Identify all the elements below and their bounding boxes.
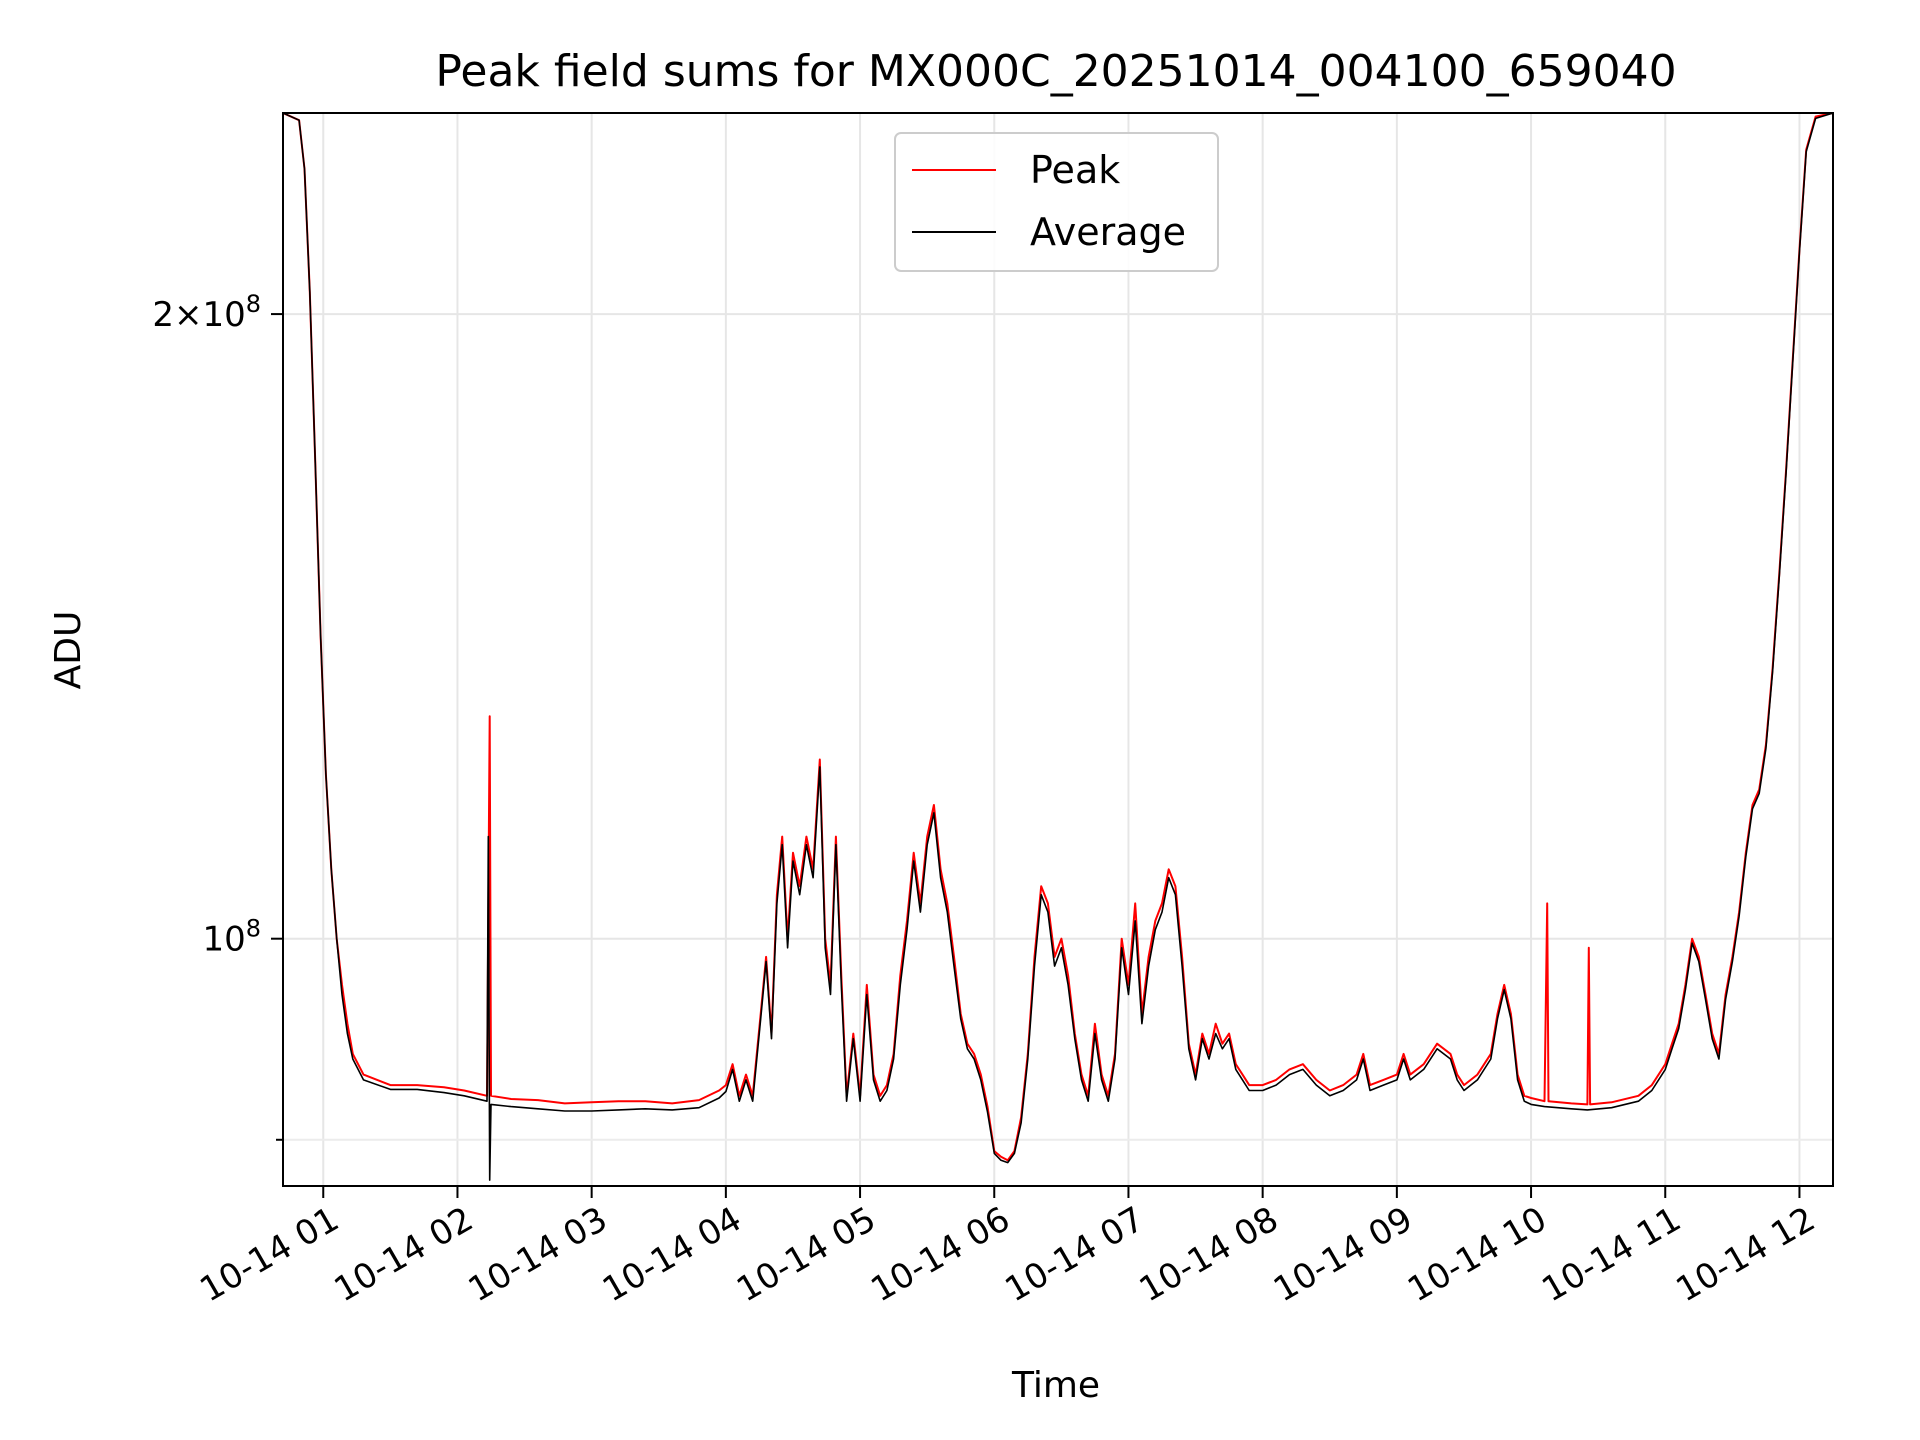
plot-frame — [282, 112, 1834, 1187]
y-axis-label: ADU — [48, 611, 89, 690]
y-tick-base: 10 — [202, 920, 245, 960]
chart-title: Peak field sums for MX000C_20251014_0041… — [435, 46, 1676, 97]
legend: Peak Average — [894, 132, 1219, 272]
series-line-average — [283, 113, 1833, 1181]
y-tick-exponent: 8 — [246, 290, 261, 318]
grid — [283, 113, 1833, 1186]
y-tick-label: 2×108 — [152, 290, 261, 335]
y-tick-base: 10 — [202, 295, 245, 335]
y-tick-coef: 2× — [152, 295, 202, 335]
x-axis-label: Time — [1011, 1365, 1100, 1406]
y-tick-exponent: 8 — [246, 915, 261, 943]
legend-peak-label: Peak — [1030, 148, 1120, 192]
legend-box — [894, 132, 1219, 272]
y-tick-label: 108 — [202, 915, 261, 960]
legend-average-label: Average — [1030, 210, 1186, 254]
series-group — [283, 113, 1833, 1181]
